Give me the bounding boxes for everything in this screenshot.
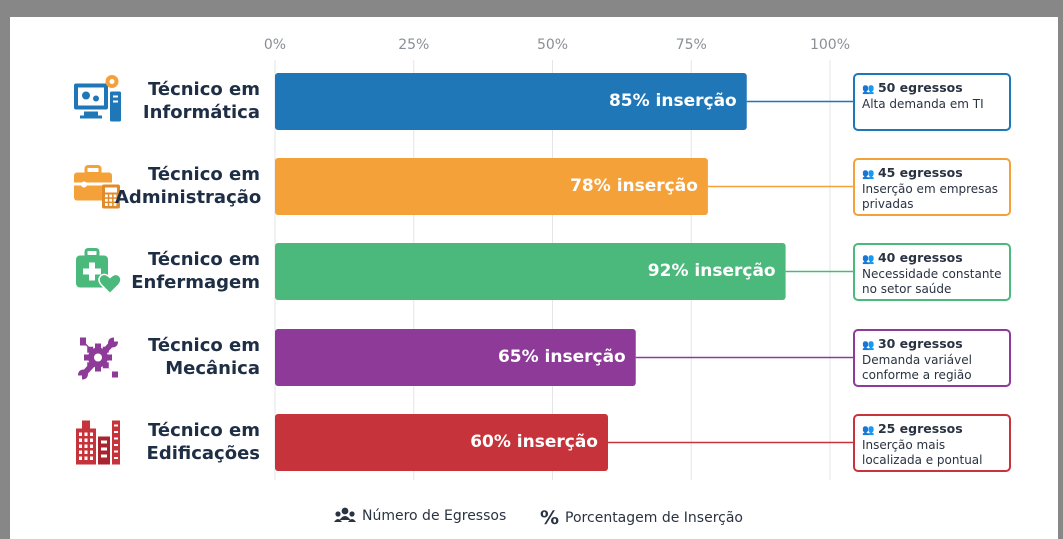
egressos-count: 👥 45 egressos [862, 164, 963, 180]
x-tick-label: 0% [263, 37, 287, 53]
info-box: 👥 50 egressos Alta demanda em TI [853, 72, 1011, 131]
egressos-count: 👥 40 egressos [862, 249, 963, 265]
info-box: 👥 30 egressos Demanda variável conforme a… [853, 328, 1011, 387]
bar [275, 329, 636, 386]
people-icon: 👥 [862, 424, 878, 436]
category-label-line2: Edificações [146, 442, 260, 464]
people-icon [334, 507, 356, 522]
people-icon: 👥 [862, 83, 878, 95]
bar-data-label: 85% inserção [608, 90, 737, 111]
info-box: 👥 40 egressos Necessidade constante no se… [853, 242, 1011, 301]
people-icon: 👥 [862, 253, 878, 265]
category-label-line2: Mecânica [165, 357, 260, 379]
bar [275, 158, 708, 215]
category-label-line1: Técnico em [147, 163, 260, 185]
category-label: Técnico em Administração [115, 163, 262, 209]
info-box: 👥 45 egressos Inserção em empresas privad… [853, 157, 1011, 216]
percent-icon: % [540, 507, 560, 529]
bar [275, 414, 608, 471]
info-description: Inserção mais localizada e pontual [862, 437, 983, 467]
category-label: Técnico em Mecânica [115, 334, 260, 380]
info-description: Demanda variável conforme a região [862, 352, 972, 382]
bar-data-label: 78% inserção [570, 175, 698, 196]
info-box: 👥 25 egressos Inserção mais localizada e … [853, 413, 1011, 472]
egressos-count: 👥 30 egressos [862, 335, 963, 351]
bar-data-label: 92% inserção [647, 260, 776, 281]
category-label-line1: Técnico em [147, 334, 260, 356]
legend-percent-label: Porcentagem de Inserção [565, 510, 743, 526]
bar-data-label: 60% inserção [470, 431, 598, 452]
bar [275, 73, 747, 130]
people-icon: 👥 [862, 339, 878, 351]
category-label-line2: Enfermagem [131, 271, 260, 293]
category-label-line1: Técnico em [147, 248, 260, 270]
category-label-line2: Administração [115, 186, 262, 208]
category-label-line1: Técnico em [147, 78, 260, 100]
legend-egressos: Número de Egressos [334, 507, 506, 525]
people-icon: 👥 [862, 168, 878, 180]
info-description: Inserção em empresas privadas [862, 181, 999, 211]
medical-kit-heart-icon [76, 248, 122, 295]
x-tick-label: 75% [675, 37, 707, 53]
bar [275, 243, 786, 300]
category-label: Técnico em Enfermagem [115, 248, 260, 294]
x-tick-label: 100% [809, 37, 851, 53]
category-label: Técnico em Informática [115, 78, 260, 124]
egressos-count: 👥 25 egressos [862, 420, 963, 436]
category-label-line2: Informática [142, 101, 260, 123]
computer-gear-icon [74, 75, 121, 122]
info-description: Necessidade constante no setor saúde [862, 266, 1002, 296]
category-label-line1: Técnico em [147, 419, 260, 441]
legend-egressos-label: Número de Egressos [362, 508, 507, 524]
x-tick-label: 50% [536, 37, 569, 53]
briefcase-calculator-icon [74, 165, 120, 209]
egressos-count: 👥 50 egressos [862, 79, 963, 95]
x-tick-label: 25% [398, 37, 430, 53]
wrench-gear-icon [78, 337, 118, 380]
buildings-icon [76, 420, 120, 465]
category-label: Técnico em Edificações [115, 419, 260, 465]
legend-percent: % Porcentagem de Inserção [540, 507, 743, 529]
bar-data-label: 65% inserção [497, 346, 626, 367]
info-description: Alta demanda em TI [862, 96, 984, 111]
